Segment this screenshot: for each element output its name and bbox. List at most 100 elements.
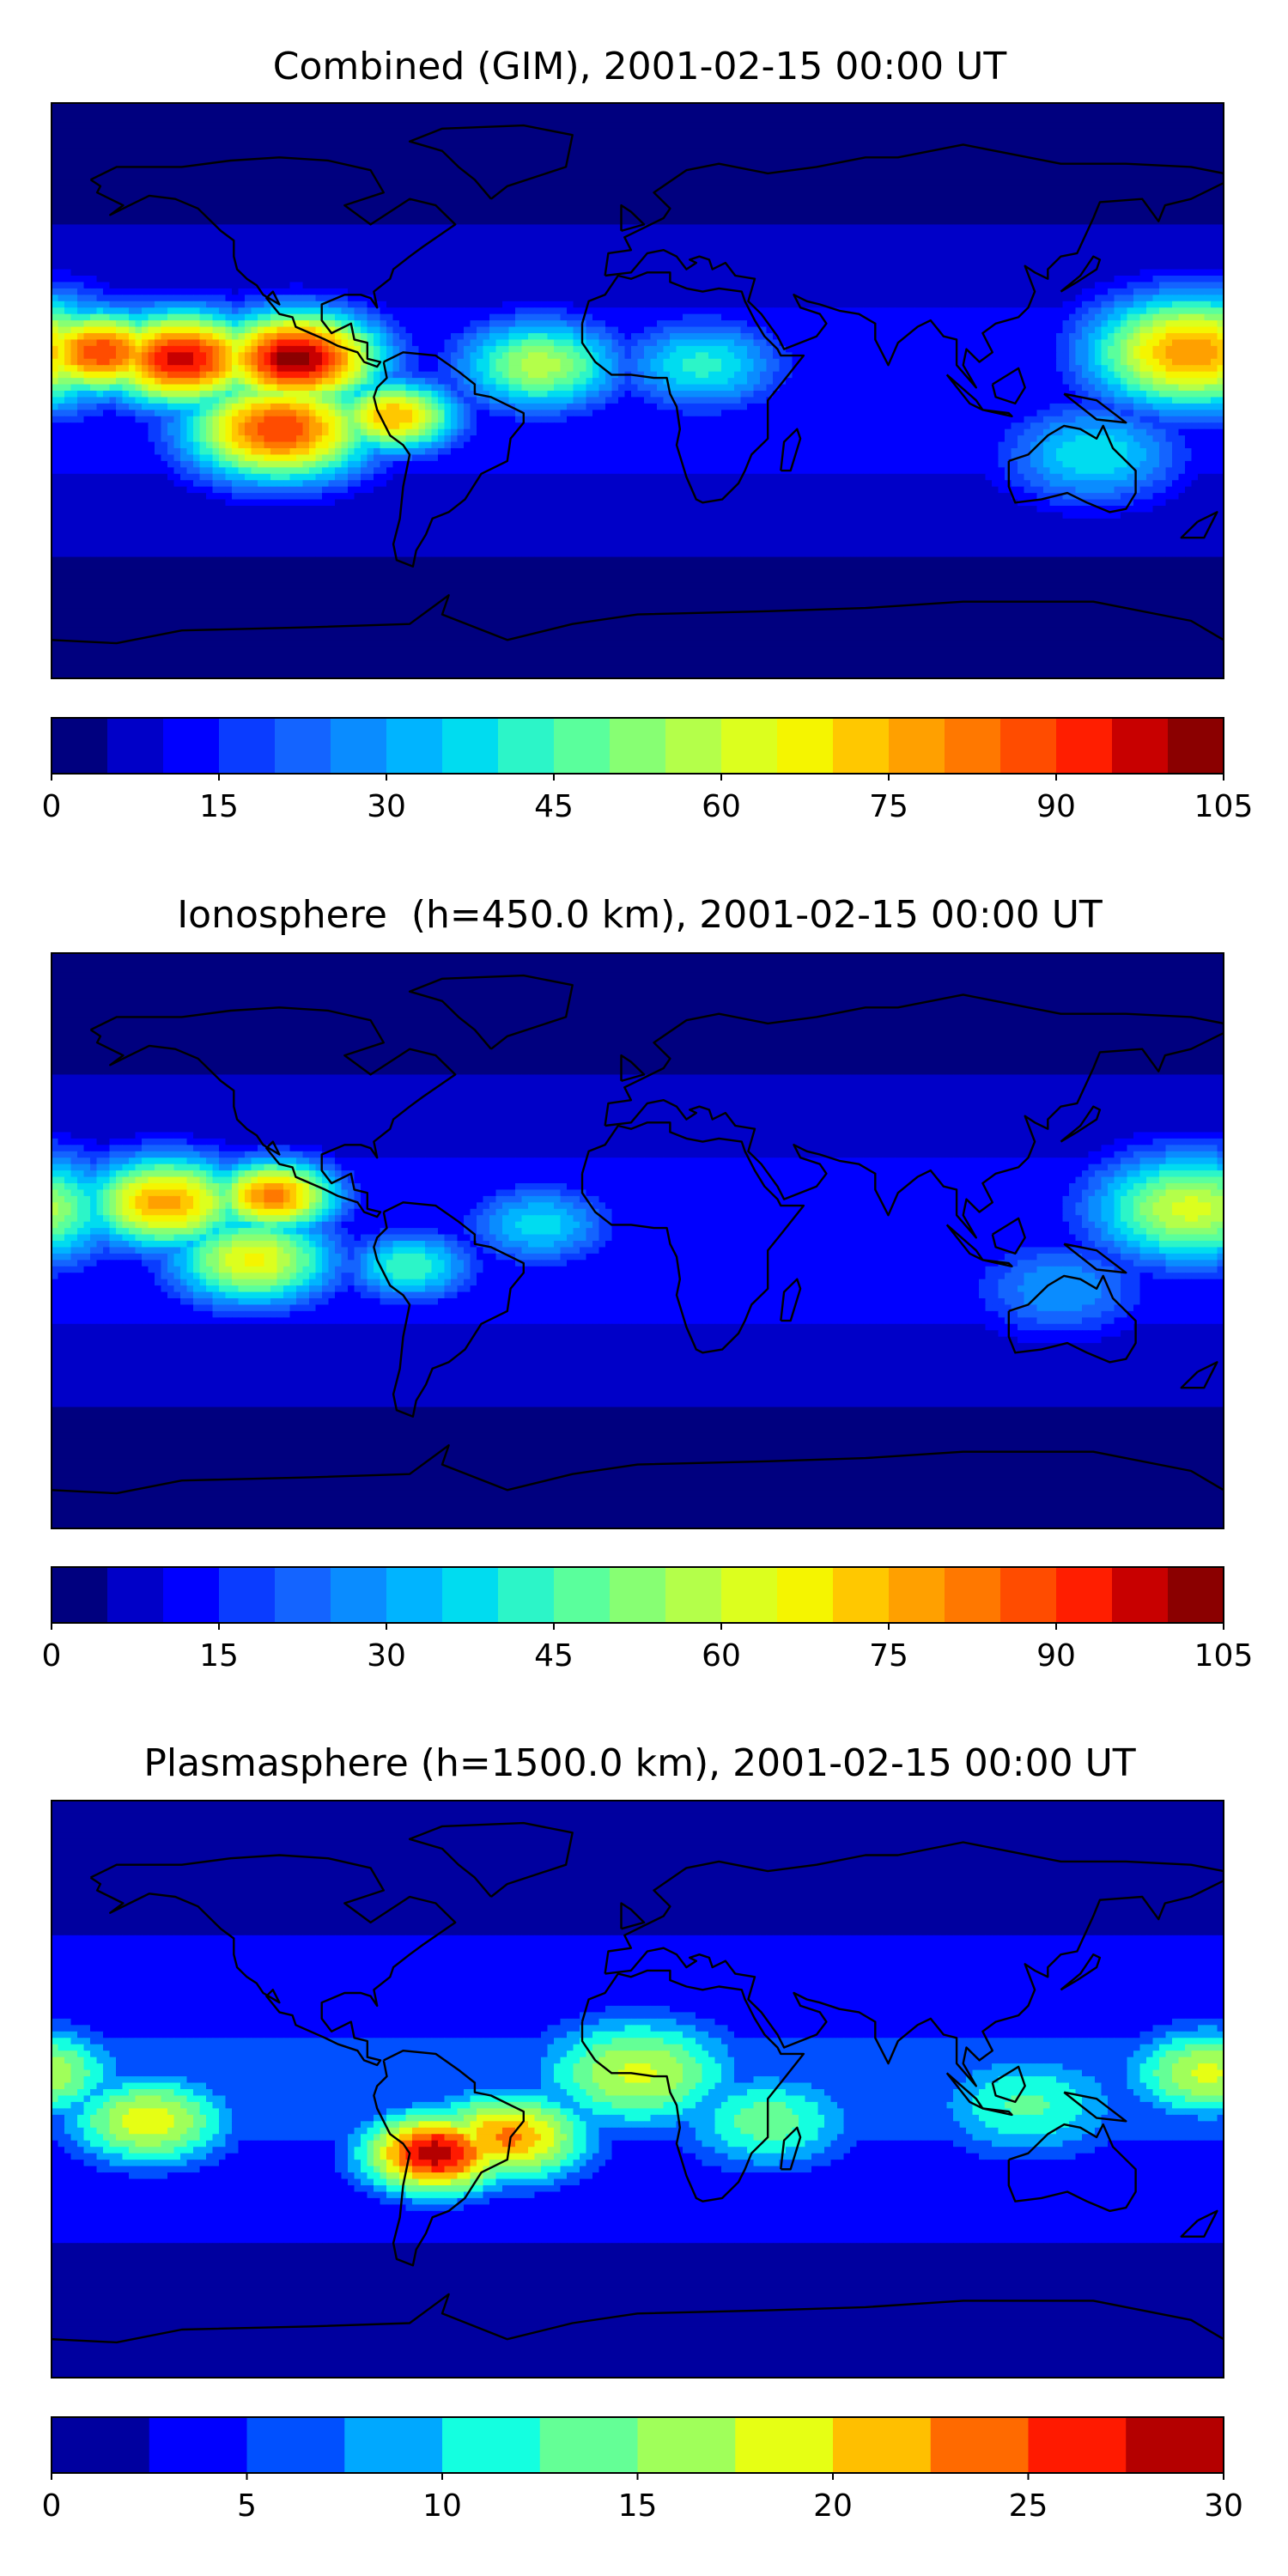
map-frame xyxy=(51,1800,1224,2379)
colorbar-segment xyxy=(275,1567,331,1623)
colorbar-segment xyxy=(1112,718,1169,774)
colorbar-tick-label: 15 xyxy=(199,1638,239,1674)
colorbar-tick-label: 0 xyxy=(42,2488,62,2524)
coastline xyxy=(1060,255,1102,293)
panel-plasmasphere-map xyxy=(51,1800,1224,2379)
coastline xyxy=(89,156,457,368)
panel-ionosphere-title: Ionosphere (h=450.0 km), 2001-02-15 00:0… xyxy=(177,893,1103,937)
colorbar-segment xyxy=(52,2417,150,2473)
coastline xyxy=(52,2293,1224,2344)
colorbar-segment xyxy=(610,718,666,774)
colorbar-segment xyxy=(442,718,499,774)
colorbar-segment xyxy=(889,718,945,774)
colorbar-tick-label: 105 xyxy=(1194,789,1254,824)
coastline xyxy=(1007,1274,1137,1364)
coastline xyxy=(604,143,1224,389)
colorbar-segment xyxy=(1126,2417,1224,2473)
colorbar-segment xyxy=(554,718,611,774)
panel-combined: Combined (GIM), 2001-02-15 00:00 UT 0 15 3… xyxy=(42,45,1254,824)
colorbar-tick-label: 15 xyxy=(618,2488,658,2524)
coastline xyxy=(982,409,1013,417)
colorbar-segment xyxy=(930,2417,1029,2473)
colorbar-segment xyxy=(777,718,834,774)
coastline xyxy=(52,1444,1224,1495)
coastline xyxy=(991,2065,1026,2104)
coastline xyxy=(1063,2091,1127,2123)
colorbar-segment xyxy=(107,718,164,774)
colorbar-segment xyxy=(721,1567,778,1623)
colorbar-tick-label: 30 xyxy=(1204,2488,1243,2524)
colorbar-segment xyxy=(219,718,276,774)
coastline xyxy=(991,1217,1026,1255)
coastline xyxy=(1060,1105,1102,1143)
colorbar-segment xyxy=(331,718,387,774)
coastline xyxy=(1063,392,1127,424)
colorbar-segment xyxy=(1056,1567,1113,1623)
colorbar-frame xyxy=(51,717,1224,775)
colorbar-segment xyxy=(833,2417,932,2473)
coastline xyxy=(1180,1361,1218,1389)
panel-combined-colorbar: 0 15 30 45 60 75 90 105 xyxy=(42,717,1254,824)
coastline xyxy=(580,1969,805,2202)
colorbar-segment xyxy=(163,1567,220,1623)
colorbar-segment xyxy=(1112,1567,1169,1623)
colorbar-segment xyxy=(1056,718,1113,774)
coastline xyxy=(780,1278,802,1322)
panel-ionosphere-colorbar: 0 15 30 45 60 75 90 105 xyxy=(42,1566,1253,1674)
coastline xyxy=(373,2050,525,2267)
coastline xyxy=(982,1259,1013,1267)
colorbar-segment xyxy=(1000,1567,1057,1623)
colorbar-tick-label: 90 xyxy=(1036,789,1076,824)
colorbar-segment xyxy=(52,718,108,774)
colorbar-tick-label: 75 xyxy=(869,789,908,824)
colorbar-segment xyxy=(1168,718,1224,774)
colorbar-tick-label: 0 xyxy=(42,789,62,824)
colorbar-segment xyxy=(275,718,331,774)
colorbar-segment xyxy=(344,2417,443,2473)
coastline xyxy=(1060,1953,1102,1991)
colorbar-tick-label: 45 xyxy=(534,1638,574,1674)
map-frame xyxy=(51,952,1224,1529)
colorbar-tick-label: 30 xyxy=(367,789,406,824)
coastline xyxy=(1007,424,1137,513)
colorbar-segment xyxy=(386,718,443,774)
map-frame xyxy=(51,102,1224,679)
colorbar-segment xyxy=(52,1567,108,1623)
coastline xyxy=(604,1841,1224,2087)
coastline xyxy=(580,1121,805,1354)
colorbar-tick-label: 10 xyxy=(422,2488,462,2524)
colorbar-segment xyxy=(246,2417,345,2473)
colorbar-tick-label: 15 xyxy=(199,789,239,824)
colorbar-tick-label: 0 xyxy=(42,1638,62,1674)
coastline xyxy=(620,1902,646,1930)
colorbar-segment xyxy=(610,1567,666,1623)
colorbar-tick-label: 25 xyxy=(1009,2488,1048,2524)
colorbar-segment xyxy=(777,1567,834,1623)
panel-plasmasphere-title: Plasmasphere (h=1500.0 km), 2001-02-15 0… xyxy=(143,1741,1135,1785)
colorbar-segment xyxy=(386,1567,443,1623)
coastline xyxy=(1180,2209,1218,2238)
colorbar-segment xyxy=(554,1567,611,1623)
colorbar-segment xyxy=(1028,2417,1127,2473)
colorbar-segment xyxy=(945,718,1001,774)
heatmap-field xyxy=(52,103,1224,678)
colorbar-tick-label: 5 xyxy=(237,2488,257,2524)
coastline xyxy=(780,428,802,472)
panel-ionosphere-map xyxy=(51,952,1224,1529)
coastlines xyxy=(52,124,1224,645)
coastline xyxy=(780,2126,802,2171)
coastline xyxy=(89,1006,457,1218)
heatmap-field xyxy=(52,953,1224,1528)
colorbar-tick-label: 30 xyxy=(367,1638,406,1674)
coastline xyxy=(1007,2123,1137,2213)
colorbar-segment xyxy=(331,1567,387,1623)
coastline xyxy=(991,367,1026,405)
colorbar-segment xyxy=(637,2417,736,2473)
coastline xyxy=(604,993,1224,1239)
coastline xyxy=(373,351,525,568)
colorbar-segment xyxy=(219,1567,276,1623)
coastline xyxy=(373,1201,525,1418)
coastlines xyxy=(52,1821,1224,2344)
colorbar-segment xyxy=(833,1567,890,1623)
